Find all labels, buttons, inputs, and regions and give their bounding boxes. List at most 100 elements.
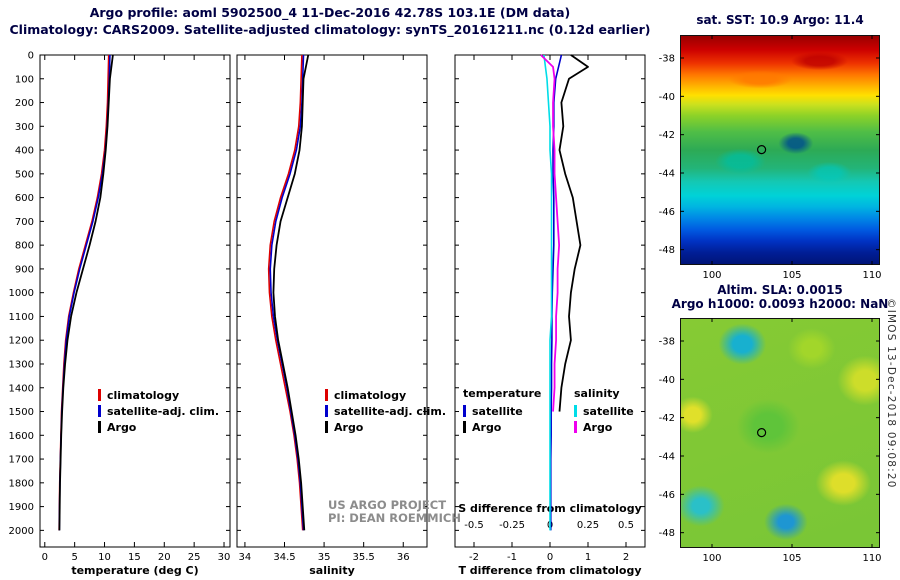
sla-map-title-line2: Argo h1000: 0.0093 h2000: NaN <box>671 297 889 311</box>
legend-item: climatology <box>325 387 446 403</box>
climatology-marker <box>98 389 101 401</box>
lat-tick-label: -38 <box>659 54 675 65</box>
lat-tick-label: -42 <box>659 413 675 424</box>
lon-tick-label: 110 <box>862 270 881 281</box>
x-tick-label: 15 <box>128 552 141 563</box>
s-axis-tick-label: -0.5 <box>464 520 484 531</box>
satellite-adj-marker <box>98 405 101 417</box>
difference-legend-temperature: temperature satellite Argo <box>463 387 541 435</box>
legend-item: Argo <box>463 419 541 435</box>
lon-tick-label: 105 <box>782 270 801 281</box>
difference-profile-xlabel: T difference from climatology <box>458 564 641 577</box>
depth-tick-label: 1600 <box>9 431 34 442</box>
x-tick-label: 34.5 <box>273 552 295 563</box>
legend-header: salinity <box>574 387 620 400</box>
difference-profile-curve-salinity-satellite <box>543 54 553 531</box>
x-tick-label: 25 <box>188 552 201 563</box>
depth-tick-label: 1400 <box>9 383 34 394</box>
argo-marker <box>98 421 101 433</box>
x-tick-label: 35 <box>318 552 331 563</box>
difference-profile-curve-salinity-argo <box>540 54 561 412</box>
depth-tick-label: 1300 <box>9 359 34 370</box>
x-tick-label: 35.5 <box>353 552 375 563</box>
legend-label: satellite-adj. clim. <box>334 404 447 418</box>
difference-profile-frame <box>454 54 646 548</box>
x-tick-label: 10 <box>98 552 111 563</box>
imos-credit: ©IMOS 13-Dec-2018 09:08:20 <box>885 298 897 489</box>
figure-title-line2: Climatology: CARS2009. Satellite-adjuste… <box>9 22 651 37</box>
salinity-profile-curve-climatology <box>267 54 304 531</box>
depth-tick-label: 200 <box>15 98 34 109</box>
x-tick-label: -2 <box>469 552 479 563</box>
legend-label: satellite <box>472 404 523 418</box>
legend-item: satellite-adj. clim. <box>98 403 219 419</box>
lon-tick-label: 100 <box>702 270 721 281</box>
satellite-adj-marker <box>325 405 328 417</box>
legend-item: climatology <box>98 387 219 403</box>
lat-tick-label: -44 <box>659 169 675 180</box>
sla-map <box>680 318 880 548</box>
x-tick-label: 20 <box>158 552 171 563</box>
difference-profile-inner-axis-label: S difference from climatology <box>458 502 642 515</box>
lat-tick-label: -38 <box>659 337 675 348</box>
depth-tick-label: 300 <box>15 122 34 133</box>
lat-tick-label: -40 <box>659 92 675 103</box>
x-tick-label: -1 <box>507 552 517 563</box>
figure-title-line1: Argo profile: aoml 5902500_4 11-Dec-2016… <box>89 5 571 20</box>
s-axis-tick-label: 0.25 <box>577 520 599 531</box>
temperature-profile-curve-argo <box>58 54 114 531</box>
legend-item: satellite <box>574 403 634 419</box>
satellite-temp-marker <box>463 405 466 417</box>
difference-profile-curve-temperature-satellite <box>549 54 563 531</box>
temperature-profile-curve-climatology <box>58 54 110 531</box>
s-axis-tick-label: -0.25 <box>499 520 525 531</box>
temperature-legend: climatology satellite-adj. clim. Argo <box>98 387 219 435</box>
x-tick-label: 1 <box>585 552 591 563</box>
satellite-sal-marker <box>574 405 577 417</box>
depth-tick-label: 600 <box>15 193 34 204</box>
x-tick-label: 2 <box>623 552 629 563</box>
legend-item: Argo <box>325 419 446 435</box>
depth-tick-label: 1700 <box>9 455 34 466</box>
lat-tick-label: -46 <box>659 490 675 501</box>
s-axis-tick-label: 0.5 <box>618 520 634 531</box>
x-tick-label: 36 <box>397 552 410 563</box>
lat-tick-label: -40 <box>659 375 675 386</box>
depth-tick-label: 0 <box>28 51 34 62</box>
depth-tick-label: 1800 <box>9 478 34 489</box>
legend-item: satellite <box>463 403 541 419</box>
argo-temp-marker <box>463 421 466 433</box>
depth-tick-label: 1100 <box>9 312 34 323</box>
legend-label: climatology <box>107 388 180 402</box>
legend-item: satellite-adj. clim. <box>325 403 446 419</box>
legend-header: temperature <box>463 387 542 400</box>
lat-tick-label: -44 <box>659 452 675 463</box>
lon-tick-label: 110 <box>862 553 881 564</box>
argo-sal-marker <box>574 421 577 433</box>
legend-label: Argo <box>107 420 137 434</box>
legend-label: satellite <box>583 404 634 418</box>
depth-tick-label: 1500 <box>9 407 34 418</box>
difference-legend-salinity: salinity satellite Argo <box>574 387 634 435</box>
lat-tick-label: -48 <box>659 528 675 539</box>
lon-tick-label: 100 <box>702 553 721 564</box>
lat-tick-label: -46 <box>659 207 675 218</box>
s-axis-tick-label: 0 <box>547 520 553 531</box>
temperature-profile-xlabel: temperature (deg C) <box>71 564 198 577</box>
x-tick-label: 5 <box>71 552 77 563</box>
sst-map-title: sat. SST: 10.9 Argo: 11.4 <box>696 13 864 27</box>
salinity-profile-frame <box>236 54 428 548</box>
lat-tick-label: -48 <box>659 245 675 256</box>
depth-tick-label: 700 <box>15 217 34 228</box>
temperature-profile-curve-satellite-adj-clim- <box>58 54 111 531</box>
salinity-legend: climatology satellite-adj. clim. Argo <box>325 387 446 435</box>
legend-label: Argo <box>334 420 364 434</box>
x-tick-label: 0 <box>42 552 48 563</box>
depth-tick-label: 100 <box>15 74 34 85</box>
salinity-profile-curve-argo <box>272 54 310 531</box>
depth-tick-label: 1900 <box>9 502 34 513</box>
lat-tick-label: -42 <box>659 130 675 141</box>
x-tick-label: 30 <box>218 552 231 563</box>
depth-tick-label: 900 <box>15 264 34 275</box>
